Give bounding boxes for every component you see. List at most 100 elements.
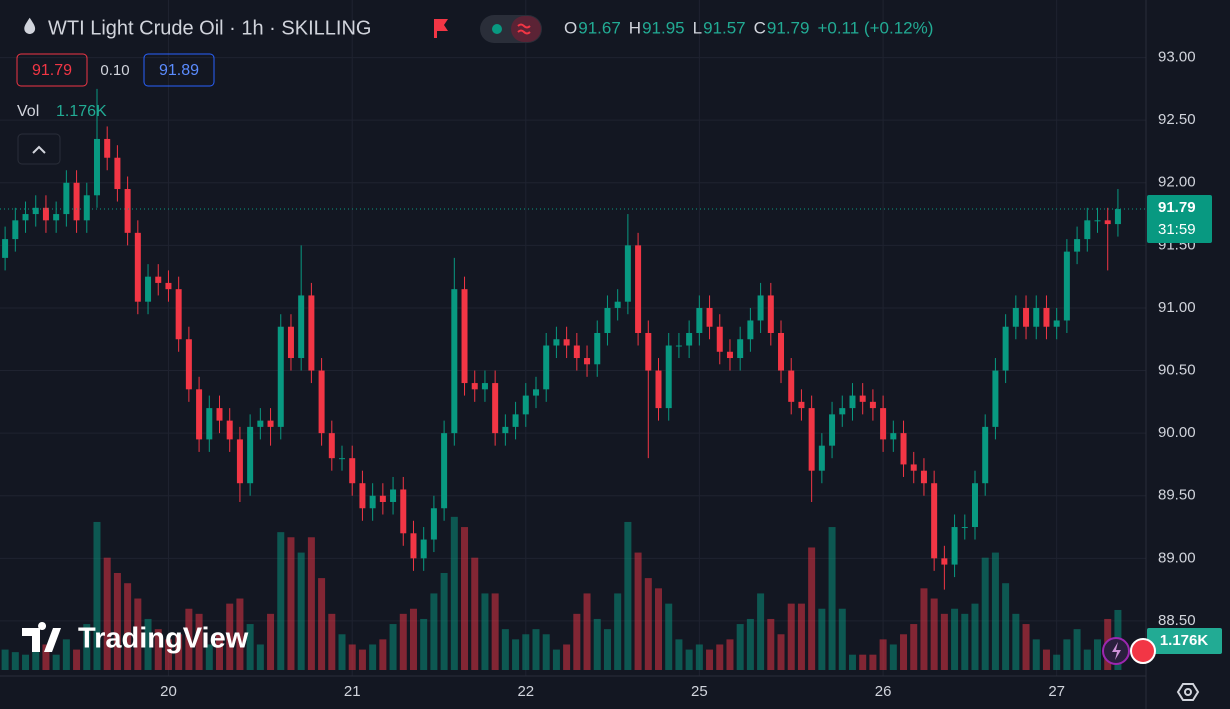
candle-body — [737, 339, 744, 359]
y-tick-label: 89.50 — [1158, 487, 1196, 504]
candle-body — [185, 339, 192, 390]
candle-body — [992, 370, 999, 427]
y-tick-label: 90.50 — [1158, 362, 1196, 379]
candle-body — [145, 276, 152, 302]
candle-body — [257, 420, 264, 427]
candle-body — [73, 182, 80, 221]
candle-body — [461, 289, 468, 384]
candle-body — [400, 489, 407, 534]
change-label: +0.11 (+0.12%) — [817, 18, 933, 37]
volume-bar — [603, 629, 611, 670]
volume-bar — [11, 652, 19, 670]
volume-bar — [461, 527, 469, 670]
volume-bar — [634, 552, 642, 670]
volume-bar — [297, 552, 305, 670]
y-tick-label: 92.50 — [1158, 111, 1196, 128]
volume-bar — [379, 639, 387, 670]
volume-bar — [614, 593, 622, 670]
buy-box[interactable] — [143, 53, 215, 87]
candle-body — [910, 464, 917, 471]
volume-bar — [838, 608, 846, 670]
candle-body — [175, 289, 182, 340]
candle-body — [961, 527, 968, 529]
volume-bar — [83, 624, 91, 670]
candle-body — [675, 345, 682, 347]
sell-box[interactable] — [16, 53, 88, 87]
candle-body — [604, 307, 611, 333]
volume-bar — [583, 593, 591, 670]
candle-body — [716, 326, 723, 352]
candle-body — [696, 307, 703, 333]
volume-bar — [277, 532, 285, 670]
x-tick-label: 26 — [875, 683, 892, 700]
candle-body — [471, 383, 478, 390]
sell-price[interactable]: 91.79 — [32, 62, 72, 79]
candle-body — [318, 370, 325, 434]
volume-bar — [552, 649, 560, 670]
flag-icon[interactable] — [434, 19, 448, 38]
ohlc-key: O — [564, 18, 577, 37]
candles — [2, 88, 1121, 590]
buy-price[interactable]: 91.89 — [159, 62, 199, 79]
ohlc-key: C — [754, 18, 766, 37]
volume-bar — [685, 649, 693, 670]
volume-bar — [920, 588, 928, 670]
candle-body — [308, 295, 315, 371]
y-tick-label: 88.50 — [1158, 612, 1196, 629]
volume-bar — [420, 618, 428, 670]
candle-body — [12, 220, 19, 240]
candle-body — [1002, 326, 1009, 371]
candle-body — [134, 232, 141, 302]
volume-bar — [175, 634, 183, 670]
volume-bar — [797, 603, 805, 670]
volume-bar — [746, 618, 754, 670]
x-tick-label: 27 — [1048, 683, 1065, 700]
y-tick-label: 90.00 — [1158, 424, 1196, 441]
settings-icon[interactable] — [1176, 683, 1200, 701]
collapse-button[interactable] — [17, 133, 61, 165]
candle-body — [900, 433, 907, 465]
candle-body — [226, 420, 233, 440]
candle-body — [481, 383, 488, 390]
candle-body — [165, 282, 172, 290]
volume-bar — [52, 654, 60, 670]
volume-bar — [338, 634, 346, 670]
candle-body — [512, 414, 519, 427]
candle-body — [155, 276, 162, 283]
volume-bar — [716, 644, 724, 670]
last-price-label: 91.79 — [1158, 199, 1196, 216]
volume-bar — [399, 613, 407, 670]
volume-bar — [358, 649, 366, 670]
volume-bar — [542, 634, 550, 670]
volume-bar — [409, 608, 417, 670]
wave-button[interactable] — [511, 16, 541, 42]
ohlc-value: 91.79 — [767, 18, 810, 37]
y-tick-label: 93.00 — [1158, 49, 1196, 66]
candle-body — [287, 326, 294, 359]
volume-bar — [695, 644, 703, 670]
volume-bar — [573, 613, 581, 670]
candle-body — [890, 433, 897, 440]
logo — [22, 622, 61, 652]
candle-body — [818, 445, 825, 471]
symbol-icon — [24, 17, 36, 34]
flag-badge[interactable] — [1130, 638, 1156, 664]
volume-bar — [205, 644, 213, 670]
volume-bar — [1, 649, 9, 670]
volume-bar — [124, 583, 132, 670]
volume-bar — [532, 629, 540, 670]
y-tick-label: 89.00 — [1158, 549, 1196, 566]
candle-body — [614, 301, 621, 308]
volume-bar — [267, 613, 275, 670]
candle-body — [726, 351, 733, 359]
candle-body — [1074, 239, 1081, 252]
watermark: TradingView — [78, 623, 249, 655]
candle-body — [2, 239, 9, 258]
candle-body — [298, 295, 305, 359]
volume-bar — [889, 644, 897, 670]
candle-body — [267, 420, 274, 427]
candle-body — [430, 508, 437, 540]
volume-bar — [512, 639, 520, 670]
volume-last-label: 1.176K — [1160, 632, 1209, 649]
